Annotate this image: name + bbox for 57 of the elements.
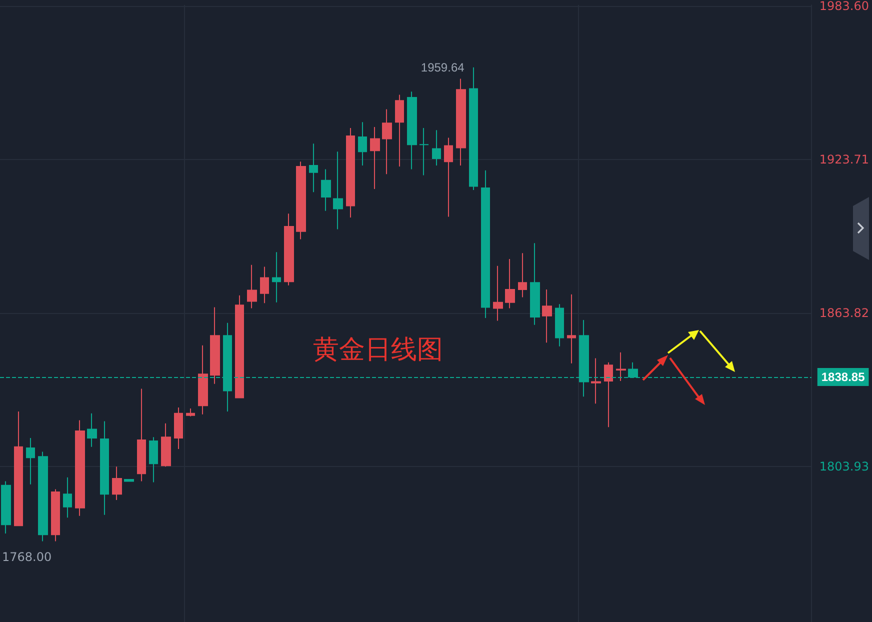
candlestick (284, 213, 294, 286)
candlestick (358, 122, 367, 166)
candlestick (395, 94, 404, 167)
annotation: 1768.00 (2, 550, 52, 564)
y-tick-label: 1923.71 (819, 152, 869, 167)
candlestick (321, 168, 331, 212)
candlestick (505, 258, 515, 309)
candlestick (1, 480, 11, 534)
candlestick (137, 388, 146, 482)
candlestick (235, 294, 244, 398)
candlestick (407, 91, 417, 170)
candlestick (100, 420, 109, 516)
candlestick (149, 436, 158, 483)
candlestick (518, 252, 527, 298)
candlestick (333, 151, 343, 230)
candlestick (456, 78, 466, 166)
candlestick (604, 362, 613, 428)
candlestick (63, 476, 72, 518)
ref-line-label: 1838.85 (821, 370, 866, 384)
candlestick (51, 488, 60, 542)
candlestick (87, 412, 97, 448)
candlestick (186, 408, 195, 417)
candlestick (567, 294, 576, 364)
candlestick (493, 265, 503, 322)
candlestick (198, 344, 208, 415)
candlestick (174, 406, 183, 450)
candlestick (542, 289, 552, 344)
y-tick-label: 1863.82 (819, 306, 869, 320)
y-tick-label: 1803.93 (819, 460, 869, 474)
candlestick (616, 352, 626, 382)
candlestick (296, 161, 306, 240)
candlestick (210, 306, 220, 384)
candlestick (26, 437, 35, 485)
y-tick-label: 1983.60 (819, 0, 869, 13)
candlestick (161, 422, 171, 468)
candlestick (112, 466, 122, 500)
annotation: 1959.64 (420, 60, 465, 74)
candlestick (309, 143, 318, 193)
candlestick (469, 66, 478, 191)
candlestick (481, 170, 490, 318)
candlestick (272, 252, 281, 303)
candlestick (14, 411, 23, 526)
candlestick (530, 242, 540, 326)
candlestick (382, 108, 392, 175)
candlestick (432, 130, 441, 166)
candlestick (419, 128, 429, 176)
candlestick (124, 478, 134, 482)
text: 黄金日线图 (313, 335, 443, 365)
candlestick (260, 266, 269, 304)
candlestick (247, 264, 257, 309)
candlestick (38, 451, 48, 542)
candlestick (75, 420, 85, 516)
candlestick (346, 128, 355, 218)
candlestick (555, 304, 564, 347)
candlestick (591, 358, 601, 404)
candlestick (444, 137, 453, 218)
candlestick (370, 126, 380, 190)
